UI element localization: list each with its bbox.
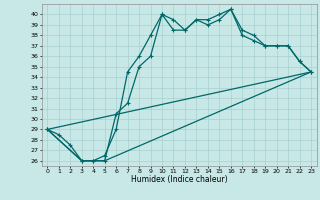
X-axis label: Humidex (Indice chaleur): Humidex (Indice chaleur)	[131, 175, 228, 184]
